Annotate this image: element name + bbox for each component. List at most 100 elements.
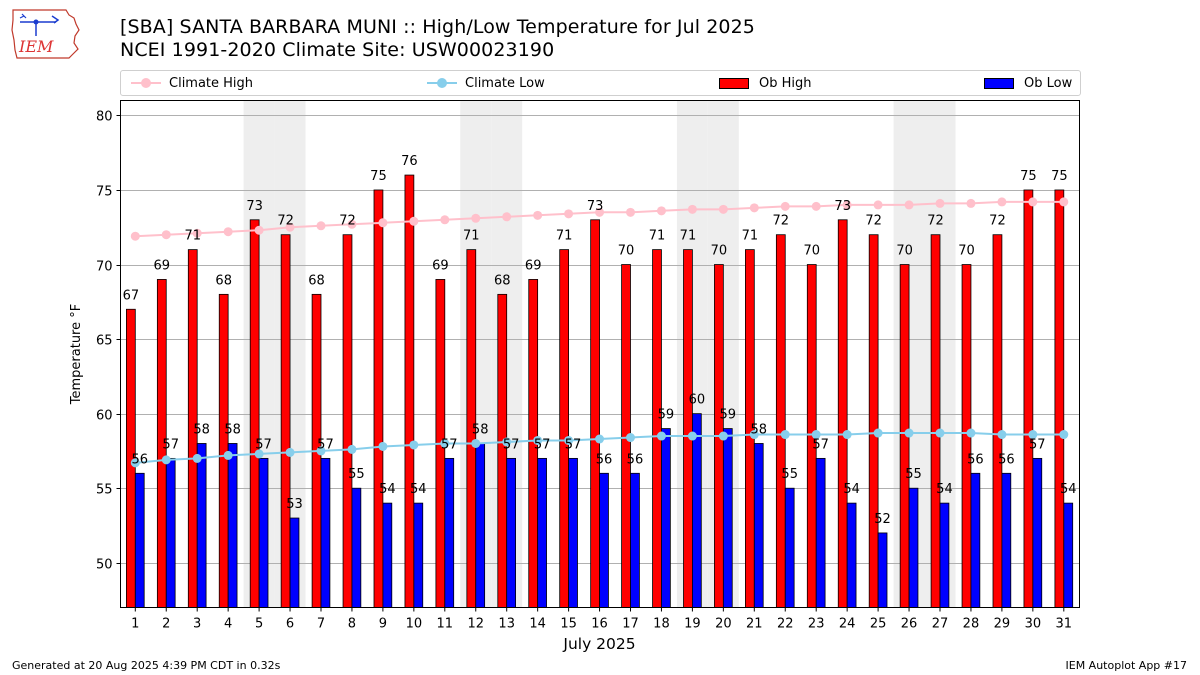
ob-low-label: 56 xyxy=(596,452,613,467)
climate-high-point xyxy=(935,198,945,208)
ob-high-bar xyxy=(683,249,693,608)
ob-low-label: 59 xyxy=(720,408,737,423)
ob-low-bar xyxy=(165,457,176,608)
ob-high-bar xyxy=(280,234,291,608)
climate-low-point xyxy=(409,440,419,450)
climate-low-point xyxy=(1059,430,1069,440)
ob-low-label: 54 xyxy=(1060,482,1077,497)
ob-low-bar xyxy=(351,487,362,608)
climate-low-point xyxy=(873,428,883,438)
ob-low-bar xyxy=(444,457,455,608)
ob-low-label: 58 xyxy=(472,422,489,437)
ob-low-bar xyxy=(1001,472,1012,608)
x-tick-label: 9 xyxy=(379,617,387,632)
climate-low-point xyxy=(440,438,450,448)
ob-low-bar xyxy=(320,457,331,608)
legend-item-ob-low: Ob Low xyxy=(984,71,1072,95)
x-tick-label: 28 xyxy=(963,617,980,632)
x-tick-label: 16 xyxy=(591,617,608,632)
climate-low-point xyxy=(656,431,666,441)
climate-low-point xyxy=(997,430,1007,440)
x-tick-label: 21 xyxy=(746,617,763,632)
ob-low-bar xyxy=(1032,457,1043,608)
ob-low-bar xyxy=(939,502,950,608)
ob-high-label: 69 xyxy=(432,258,449,273)
ob-low-bar xyxy=(815,457,826,608)
ob-low-label: 58 xyxy=(193,422,210,437)
climate-high-point xyxy=(718,204,728,214)
ob-low-bar xyxy=(196,443,207,608)
legend-item-climate-low: Climate Low xyxy=(427,71,545,95)
climate-low-point xyxy=(223,450,233,460)
ob-high-label: 72 xyxy=(277,214,294,229)
x-tick-label: 14 xyxy=(529,617,546,632)
climate-high-point xyxy=(409,216,419,226)
climate-high-point xyxy=(347,219,357,229)
climate-low-point xyxy=(966,428,976,438)
ob-low-label: 59 xyxy=(658,408,675,423)
legend: Climate High Climate Low Ob High Ob Low xyxy=(120,70,1081,96)
ob-low-label: 57 xyxy=(255,437,272,452)
climate-low-point xyxy=(161,455,171,465)
ob-low-label: 57 xyxy=(441,437,458,452)
x-axis-label: July 2025 xyxy=(562,635,635,653)
climate-high-point xyxy=(130,231,140,241)
x-tick-label: 18 xyxy=(653,617,670,632)
x-tick-label: 12 xyxy=(467,617,484,632)
ob-high-bar xyxy=(868,234,879,608)
climate-high-point xyxy=(656,206,666,216)
ob-low-bar xyxy=(722,428,733,608)
climate-high-point xyxy=(316,221,326,231)
legend-label: Climate High xyxy=(169,75,254,91)
ob-low-bar xyxy=(134,472,145,608)
ob-low-bar xyxy=(784,487,795,608)
ob-high-bar xyxy=(249,219,260,608)
climate-low-point xyxy=(811,430,821,440)
x-tick-label: 2 xyxy=(162,617,170,632)
x-tick-label: 26 xyxy=(901,617,918,632)
ob-high-bar xyxy=(373,189,384,608)
ob-high-label: 70 xyxy=(711,244,728,259)
ob-low-bar xyxy=(692,413,702,608)
ob-high-label: 68 xyxy=(308,273,325,288)
ob-low-label: 52 xyxy=(874,512,891,527)
ob-high-label: 71 xyxy=(649,229,666,244)
x-tick-label: 27 xyxy=(932,617,949,632)
ob-low-bar xyxy=(599,472,609,608)
x-tick-label: 15 xyxy=(560,617,577,632)
climate-low-point xyxy=(626,433,635,443)
climate-high-point xyxy=(595,207,605,217)
ob-high-label: 70 xyxy=(958,244,975,259)
ob-high-label: 71 xyxy=(463,229,480,244)
ob-low-label: 57 xyxy=(317,437,334,452)
ob-low-label: 57 xyxy=(534,437,551,452)
ob-low-label: 54 xyxy=(379,482,396,497)
ob-low-label: 60 xyxy=(689,393,706,408)
ob-low-label: 58 xyxy=(750,422,767,437)
climate-high-point xyxy=(749,203,759,213)
ob-low-label: 54 xyxy=(410,482,427,497)
ob-low-label: 56 xyxy=(998,452,1015,467)
climate-high-point xyxy=(471,213,481,223)
y-tick-label: 50 xyxy=(96,558,113,573)
x-tick-label: 8 xyxy=(348,617,356,632)
climate-low-point xyxy=(471,438,481,448)
iem-logo: IEM xyxy=(11,9,80,59)
climate-high-point xyxy=(440,215,450,225)
ob-high-label: 73 xyxy=(246,199,263,214)
ob-low-bar xyxy=(846,502,857,608)
ob-high-bar xyxy=(775,234,786,608)
ob-high-bar xyxy=(590,219,600,608)
climate-low-point xyxy=(533,435,543,445)
ob-low-label: 57 xyxy=(1029,437,1046,452)
ob-high-label: 70 xyxy=(618,244,635,259)
y-tick-label: 75 xyxy=(96,185,113,200)
ob-low-bar xyxy=(227,443,238,608)
ob-low-bar xyxy=(289,517,300,608)
x-tick-label: 23 xyxy=(808,617,825,632)
climate-low-point xyxy=(347,444,357,454)
ob-low-bar xyxy=(877,532,888,608)
climate-high-point xyxy=(254,225,264,235)
ob-high-bar xyxy=(992,234,1003,608)
